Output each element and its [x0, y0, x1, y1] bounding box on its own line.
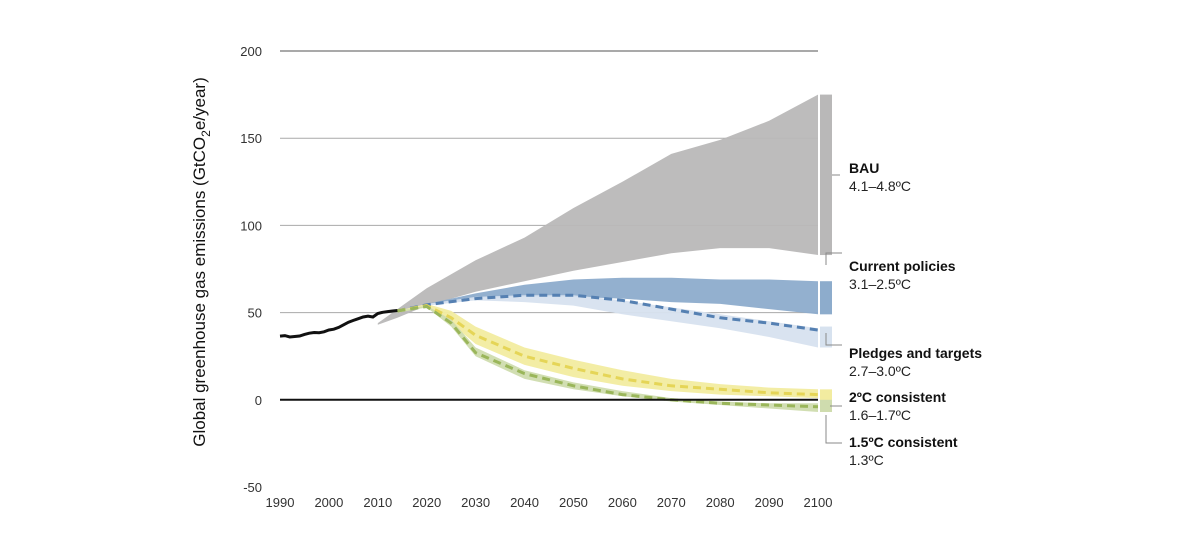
x-tick-label: 2060: [608, 495, 637, 510]
scenario-name: Current policies: [849, 258, 956, 274]
y-axis-label-subscript: 2: [199, 130, 213, 137]
y-axis-label: Global greenhouse gas emissions (GtCO2e/…: [190, 77, 213, 447]
y-tick-label: 150: [240, 131, 262, 146]
scenario-leader-lines: [825, 174, 842, 444]
current-policies-label: Current policies 3.1–2.5ºC: [849, 258, 956, 292]
scenario-temperature: 1.6–1.7ºC: [849, 407, 911, 423]
bau-band: [377, 94, 818, 325]
scenario-bands: [377, 94, 818, 412]
x-tick-label: 2010: [363, 495, 392, 510]
1-5-c-consistent-range-bar: [820, 399, 832, 413]
x-tick-label: 2090: [755, 495, 784, 510]
current-policies-band: [397, 277, 818, 315]
pledges-and-targets-label: Pledges and targets 2.7–3.0ºC: [849, 345, 982, 379]
y-axis-ticks: 200 150 100 50 0 -50: [240, 44, 262, 495]
y-axis-label-main: Global greenhouse gas emissions (GtCO: [190, 137, 209, 447]
y-tick-label: 100: [240, 218, 262, 233]
x-axis-ticks: 1990 2000 2010 2020 2030 2040 2050 2060 2070 2080…: [266, 495, 833, 510]
scenario-labels: BAU 4.1–4.8ºC Current policies 3.1–2.5ºC Ple…: [849, 160, 982, 468]
x-tick-label: 2050: [559, 495, 588, 510]
scenario-temperature: 2.7–3.0ºC: [849, 363, 911, 379]
scenario-name: Pledges and targets: [849, 345, 982, 361]
2-c-consistent-band: [397, 303, 818, 399]
y-tick-label: 50: [248, 306, 262, 321]
bau-label: BAU 4.1–4.8ºC: [849, 160, 911, 194]
x-tick-label: 2070: [657, 495, 686, 510]
y-axis-label-unit: e/year): [190, 77, 209, 130]
x-tick-label: 1990: [266, 495, 295, 510]
scenario-name: 1.5ºC consistent: [849, 434, 958, 450]
scenario-range-bars: [820, 94, 832, 413]
2-c-consistent-range-bar: [820, 389, 832, 402]
y-tick-label: 200: [240, 44, 262, 59]
scenario-temperature: 1.3ºC: [849, 452, 884, 468]
x-tick-label: 2030: [461, 495, 490, 510]
x-tick-label: 2080: [706, 495, 735, 510]
2-c-consistent-median-line: [397, 304, 819, 397]
x-tick-label: 2020: [412, 495, 441, 510]
scenario-temperature: 4.1–4.8ºC: [849, 178, 911, 194]
scenario-name: 2ºC consistent: [849, 389, 946, 405]
1-5-c-consistent-leader-line: [825, 415, 842, 444]
y-tick-label: -50: [243, 480, 262, 495]
scenario-name: BAU: [849, 160, 879, 176]
median-lines: [397, 293, 819, 409]
x-tick-label: 2040: [510, 495, 539, 510]
x-tick-label: 2100: [804, 495, 833, 510]
y-tick-label: 0: [255, 393, 262, 408]
historical-emissions-line: [279, 309, 398, 339]
pledges-and-targets-leader-line: [825, 333, 842, 346]
x-tick-label: 2000: [314, 495, 343, 510]
pledges-and-targets-median-line: [397, 293, 819, 332]
bau-range-bar: [820, 94, 832, 256]
pledges-and-targets-band: [397, 295, 818, 348]
current-policies-leader-line: [825, 252, 842, 265]
scenario-temperature: 3.1–2.5ºC: [849, 276, 911, 292]
2-c-consistent-label: 2ºC consistent 1.6–1.7ºC: [849, 389, 946, 423]
1-5-c-consistent-median-line: [397, 304, 819, 409]
current-policies-range-bar: [820, 281, 832, 315]
1-5-c-consistent-label: 1.5ºC consistent 1.3ºC: [849, 434, 958, 468]
